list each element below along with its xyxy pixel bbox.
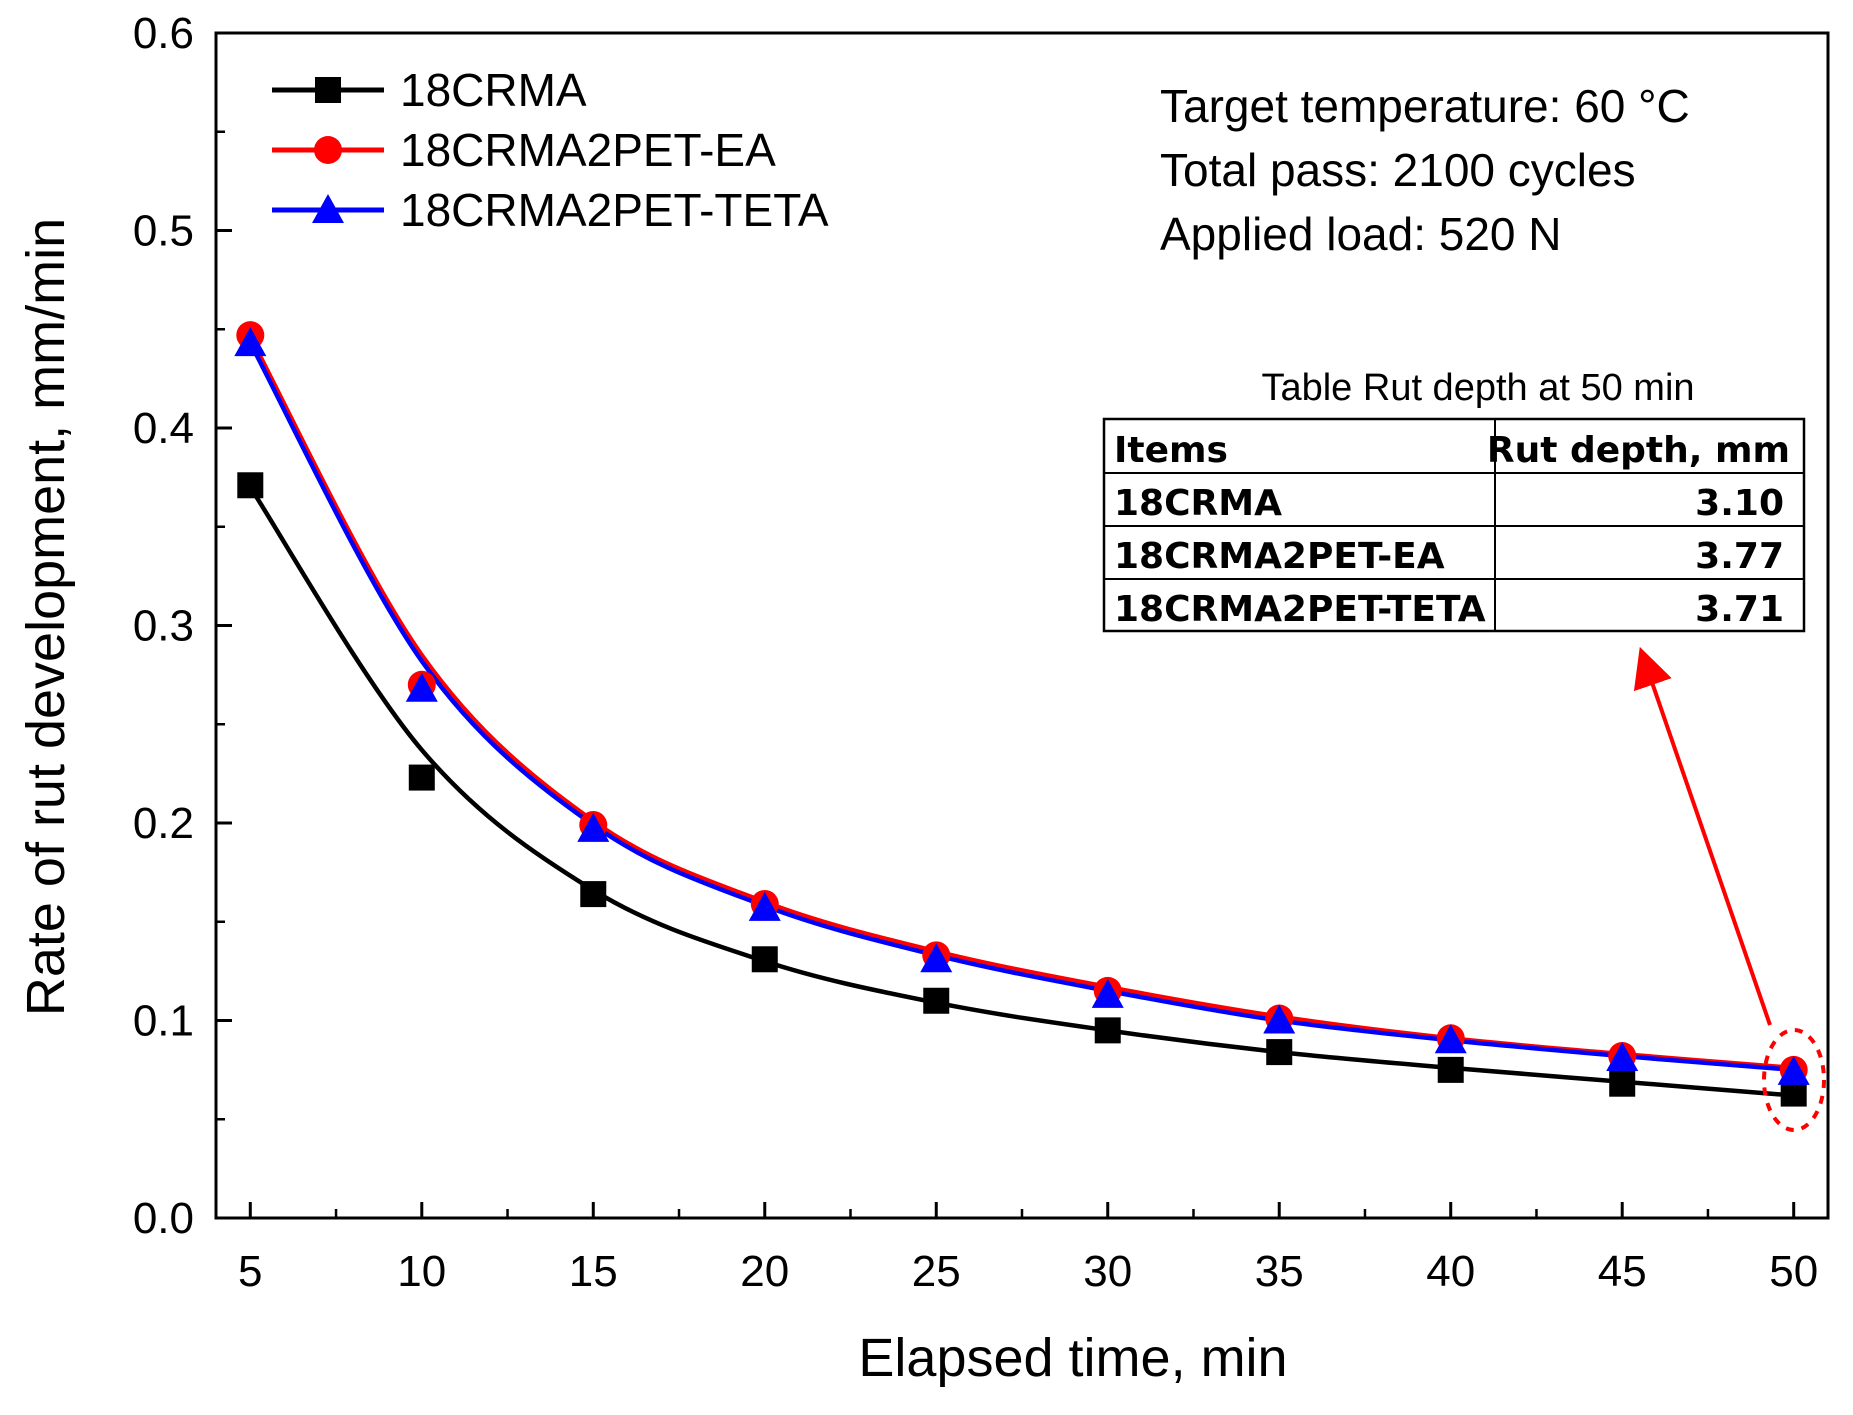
y-tick-label: 0.4: [133, 404, 194, 453]
data-point-18crma: [1780, 1080, 1807, 1107]
y-tick-label: 0.1: [133, 997, 194, 1046]
legend-label: 18CRMA2PET-EA: [400, 124, 776, 176]
y-tick-label: 0.2: [133, 799, 194, 848]
data-point-18crma: [1094, 1017, 1121, 1044]
data-point-18crma2pet-teta: [234, 327, 267, 357]
axes-layer: 5 10 15 20 25 30 35 40 45 50 0.0 0.1 0.2 0.3 0.4 0.5 0.6: [133, 9, 1830, 1296]
x-tick-label: 5: [238, 1247, 262, 1296]
x-tick-label: 40: [1426, 1247, 1475, 1296]
y-tick-label: 0.0: [133, 1194, 194, 1243]
data-point-18crma2pet-teta: [1434, 1024, 1467, 1054]
y-tick-label: 0.5: [133, 207, 194, 256]
annotation-applied-load: Applied load: 520 N: [1160, 208, 1562, 260]
data-point-18crma: [1437, 1056, 1464, 1083]
data-point-18crma2pet-teta: [1091, 978, 1124, 1008]
x-tick-label: 50: [1769, 1247, 1818, 1296]
y-tick-label: 0.6: [133, 9, 194, 58]
data-point-18crma: [408, 764, 435, 791]
inset-table-title: Table Rut depth at 50 min: [1261, 367, 1694, 409]
y-axis-title: Rate of rut development, mm/min: [16, 218, 76, 1016]
legend-marker: [312, 194, 344, 223]
data-point-18crma: [237, 472, 264, 499]
inset-table-header-items: Items: [1114, 430, 1228, 471]
inset-table-cell-value: 3.10: [1695, 483, 1784, 524]
data-point-18crma: [751, 946, 778, 973]
legend-label: 18CRMA: [400, 64, 587, 116]
fit-curve-18crma: [248, 486, 1794, 1098]
test-conditions-annotation: Target temperature: 60 °C Total pass: 21…: [1160, 80, 1690, 260]
inset-table-cell-value: 3.77: [1695, 536, 1784, 577]
annotation-total-pass: Total pass: 2100 cycles: [1160, 144, 1636, 196]
data-point-18crma2pet-teta: [1606, 1042, 1639, 1072]
y-tick-label: 0.3: [133, 602, 194, 651]
markers-layer: [234, 321, 1810, 1107]
data-point-18crma2pet-teta: [748, 891, 781, 921]
fit-curves-layer: [248, 336, 1794, 1098]
inset-table-header-rut-depth: Rut depth, mm: [1487, 430, 1790, 471]
inset-table-cell-item: 18CRMA2PET-EA: [1114, 536, 1445, 577]
data-point-18crma: [1266, 1039, 1293, 1066]
inset-table-cell-value: 3.71: [1695, 589, 1784, 630]
x-tick-label: 30: [1083, 1247, 1132, 1296]
data-point-18crma2pet-teta: [577, 812, 610, 842]
highlight-arrow: [1633, 646, 1772, 1026]
legend-marker: [315, 77, 341, 103]
annotation-temperature: Target temperature: 60 °C: [1160, 80, 1690, 132]
data-point-18crma2pet-teta: [920, 943, 953, 973]
legend-label: 18CRMA2PET-TETA: [400, 184, 829, 236]
data-point-18crma2pet-teta: [1263, 1004, 1296, 1034]
fit-curve-18crma2pet-teta: [248, 342, 1794, 1073]
x-axis-title: Elapsed time, min: [858, 1328, 1287, 1388]
inset-table: Table Rut depth at 50 min Items Rut dept…: [1102, 367, 1806, 633]
x-tick-label: 10: [397, 1247, 446, 1296]
data-point-18crma2pet-teta: [405, 672, 438, 702]
x-tick-label: 45: [1598, 1247, 1647, 1296]
data-point-18crma: [580, 881, 607, 908]
x-tick-label: 20: [740, 1247, 789, 1296]
data-point-18crma: [1609, 1070, 1636, 1097]
x-tick-label: 35: [1255, 1247, 1304, 1296]
inset-table-cell-item: 18CRMA: [1114, 483, 1282, 524]
data-point-18crma2pet-teta: [1777, 1055, 1810, 1085]
x-tick-label: 15: [569, 1247, 618, 1296]
data-point-18crma: [923, 987, 950, 1014]
highlight-ellipse: [1762, 1028, 1826, 1132]
x-tick-label: 25: [912, 1247, 961, 1296]
inset-table-cell-item: 18CRMA2PET-TETA: [1114, 589, 1486, 630]
legend-marker: [314, 136, 342, 164]
legend: 18CRMA 18CRMA2PET-EA 18CRMA2PET-TETA: [272, 64, 829, 236]
